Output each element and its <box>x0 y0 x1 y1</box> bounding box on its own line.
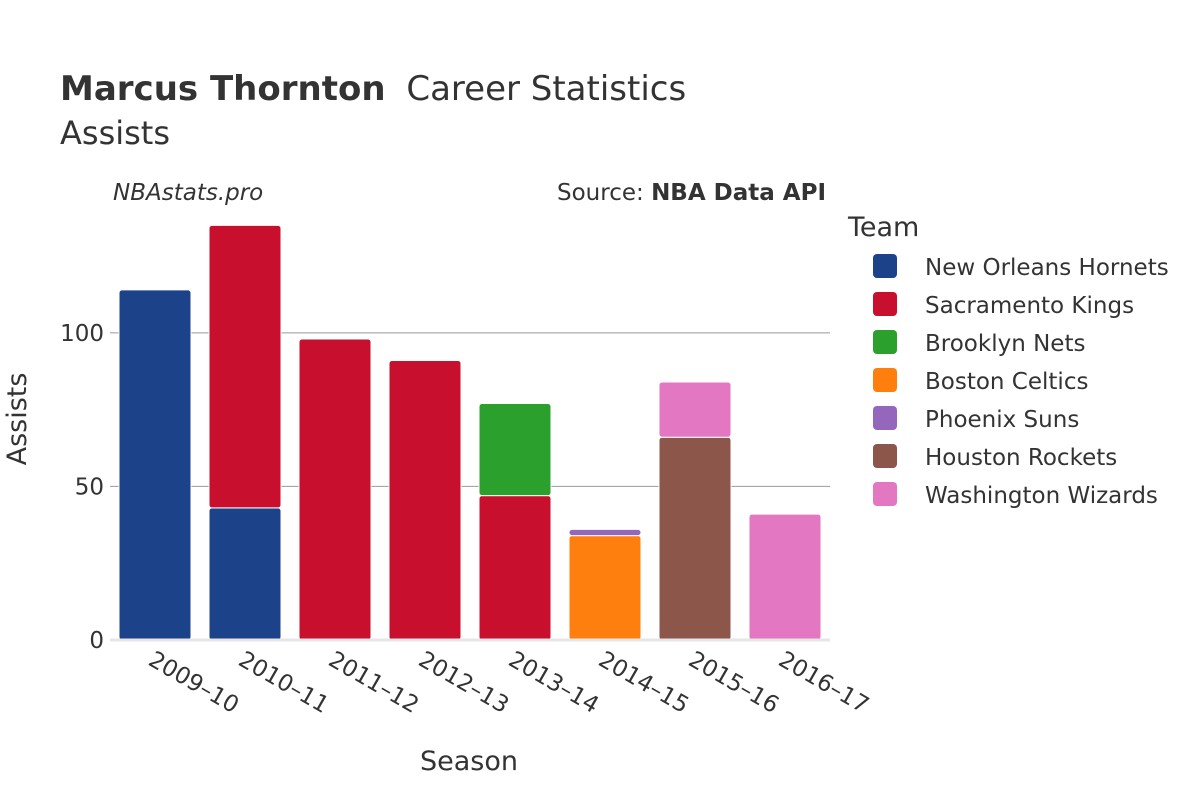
bar-sacramento-kings-4[interactable] <box>478 495 552 641</box>
source-text: Source: NBA Data API <box>557 180 826 206</box>
x-tick-label: 2010–11 <box>234 647 333 719</box>
legend-label[interactable]: Brooklyn Nets <box>925 331 1085 357</box>
watermark-text: NBAstats.pro <box>113 180 263 206</box>
bar-sacramento-kings-2[interactable] <box>298 338 372 641</box>
x-tick-label: 2014–15 <box>594 647 693 719</box>
x-tick-label: 2011–12 <box>324 647 423 719</box>
legend-swatch[interactable] <box>873 444 897 468</box>
legend-title: Team <box>847 212 919 243</box>
x-tick-label: 2012–13 <box>414 647 513 719</box>
bar-brooklyn-nets-4[interactable] <box>478 403 552 497</box>
x-axis-title: Season <box>420 746 518 777</box>
chart-subtitle: Assists <box>60 114 170 152</box>
legend-label[interactable]: Sacramento Kings <box>925 293 1134 319</box>
legend-label[interactable]: Washington Wizards <box>925 483 1158 509</box>
legend-swatch[interactable] <box>873 292 897 316</box>
bar-phoenix-suns-5[interactable] <box>568 528 642 537</box>
source-name: NBA Data API <box>651 180 826 206</box>
legend: New Orleans Hornets Sacramento Kings Brook… <box>873 254 1169 509</box>
bars-group <box>118 224 822 641</box>
y-tick-label: 100 <box>60 321 104 347</box>
bar-washington-wizards-6[interactable] <box>658 381 732 438</box>
bar-houston-rockets-6[interactable] <box>658 436 732 641</box>
x-tick-label: 2015–16 <box>684 647 783 719</box>
legend-label[interactable]: Phoenix Suns <box>925 407 1079 433</box>
legend-swatch[interactable] <box>873 254 897 278</box>
bar-sacramento-kings-3[interactable] <box>388 360 462 641</box>
legend-swatch[interactable] <box>873 406 897 430</box>
y-tick-label: 0 <box>89 628 104 654</box>
bar-new-orleans-hornets-1[interactable] <box>208 507 282 641</box>
bar-boston-celtics-5[interactable] <box>568 535 642 641</box>
legend-label[interactable]: New Orleans Hornets <box>925 255 1169 281</box>
legend-label[interactable]: Houston Rockets <box>925 445 1117 471</box>
bar-sacramento-kings-1[interactable] <box>208 224 282 509</box>
source-prefix: Source: <box>557 180 651 206</box>
bar-new-orleans-hornets-0[interactable] <box>118 289 192 641</box>
legend-swatch[interactable] <box>873 482 897 506</box>
y-tick-labels: 0 50 100 <box>60 321 104 654</box>
x-tick-label: 2013–14 <box>504 647 603 719</box>
legend-label[interactable]: Boston Celtics <box>925 369 1088 395</box>
chart-title-rest: Career Statistics <box>406 69 686 109</box>
legend-swatch[interactable] <box>873 368 897 392</box>
y-tick-label: 50 <box>75 474 104 500</box>
x-tick-labels: 2009–102010–112011–122012–132013–142014–… <box>144 647 873 719</box>
y-axis-title: Assists <box>2 373 33 466</box>
x-tick-label: 2009–10 <box>144 647 243 719</box>
chart-title: Marcus Thornton Career Statistics <box>60 69 686 109</box>
x-tick-label: 2016–17 <box>774 647 873 719</box>
chart-title-bold: Marcus Thornton <box>60 69 386 109</box>
legend-swatch[interactable] <box>873 330 897 354</box>
bar-washington-wizards-7[interactable] <box>748 513 822 641</box>
